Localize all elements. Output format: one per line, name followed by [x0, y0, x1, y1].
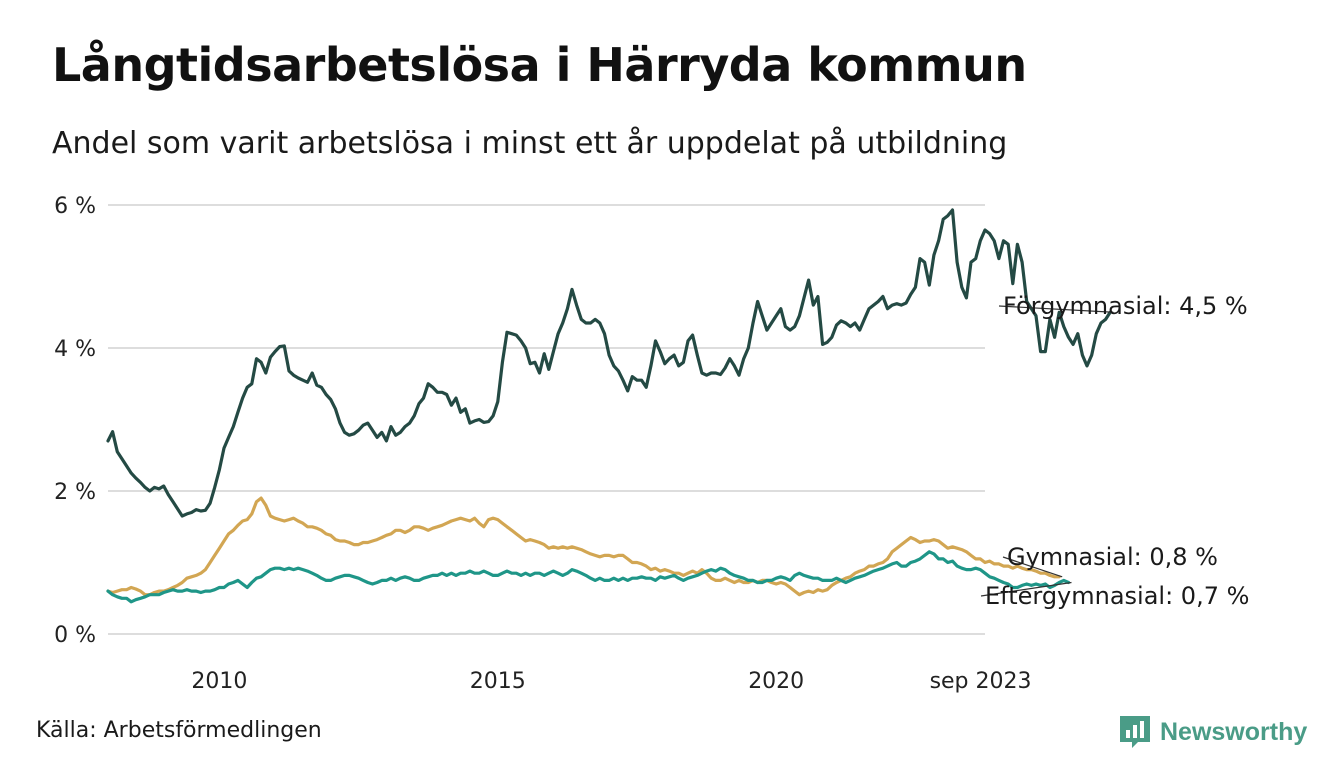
- label-leader-line: [1002, 556, 1063, 578]
- series-labels: Förgymnasial: 4,5 % Gymnasial: 0,8 % Efter…: [980, 292, 1249, 610]
- chart-title: Långtidsarbetslösa i Härryda kommun: [52, 38, 1027, 92]
- series-lines: [106, 208, 1112, 604]
- x-tick-label: 2020: [748, 669, 804, 694]
- series-line-eftergymnasial: [106, 550, 1071, 604]
- x-tick-label: sep 2023: [930, 669, 1032, 694]
- series-line-gymnasial: [106, 496, 1061, 597]
- y-tick-label: 6 %: [54, 194, 96, 219]
- y-tick-label: 0 %: [54, 623, 96, 648]
- x-axis-labels: 2010 2015 2020 sep 2023: [191, 669, 1031, 694]
- newsworthy-logo[interactable]: Newsworthy: [1118, 712, 1307, 752]
- bar-chart-speech-bubble-icon: [1120, 716, 1150, 748]
- label-leader-line: [980, 581, 1072, 597]
- label-leader-line: [998, 305, 1114, 313]
- y-axis-labels: 0 % 2 % 4 % 6 %: [54, 194, 96, 648]
- series-label-eftergymnasial: Eftergymnasial: 0,7 %: [985, 582, 1249, 610]
- series-label-gymnasial: Gymnasial: 0,8 %: [1007, 543, 1218, 571]
- chart-subtitle: Andel som varit arbetslösa i minst ett å…: [52, 126, 1008, 161]
- y-tick-label: 2 %: [54, 480, 96, 505]
- brand-name: Newsworthy: [1160, 717, 1308, 746]
- series-label-förgymnasial: Förgymnasial: 4,5 %: [1003, 292, 1248, 320]
- source-note: Källa: Arbetsförmedlingen: [36, 718, 322, 743]
- x-tick-label: 2015: [470, 669, 526, 694]
- x-tick-label: 2010: [191, 669, 247, 694]
- y-tick-label: 4 %: [54, 337, 96, 362]
- gridlines: [108, 204, 985, 635]
- series-line-förgymnasial: [106, 208, 1112, 518]
